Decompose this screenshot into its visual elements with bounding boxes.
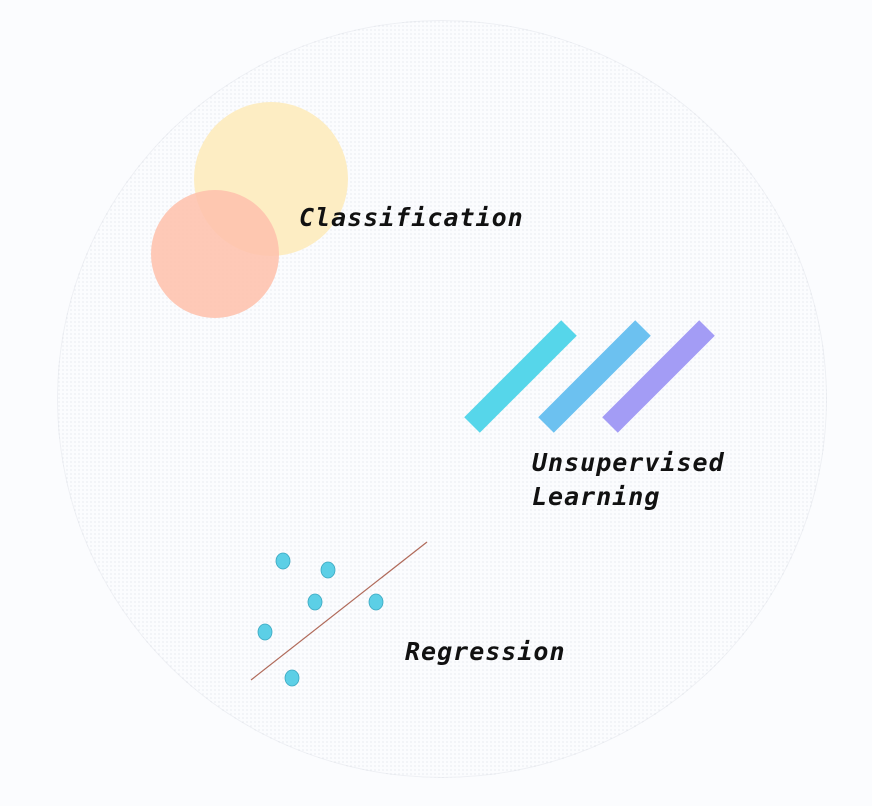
unsupervised-label-line-1: Unsupervised [532, 448, 725, 477]
classification-circle-salmon [151, 190, 279, 318]
regression-point [368, 593, 384, 611]
regression-point [320, 561, 336, 579]
unsupervised-bar-3 [602, 320, 715, 433]
regression-point [257, 623, 273, 641]
regression-label: Regression [405, 637, 566, 666]
unsupervised-icon [464, 320, 715, 433]
ml-domain-circle [57, 20, 827, 778]
classification-icon [151, 102, 348, 318]
regression-icon [250, 541, 428, 687]
classification-label: Classification [299, 203, 524, 232]
regression-point [307, 593, 323, 611]
regression-point [275, 552, 291, 570]
unsupervised-learning-label: Unsupervised Learning [532, 446, 725, 514]
unsupervised-bar-2 [538, 320, 651, 433]
regression-fit-line [250, 541, 428, 681]
unsupervised-bar-1 [464, 320, 577, 433]
unsupervised-label-line-2: Learning [532, 482, 661, 511]
regression-point [284, 669, 300, 687]
